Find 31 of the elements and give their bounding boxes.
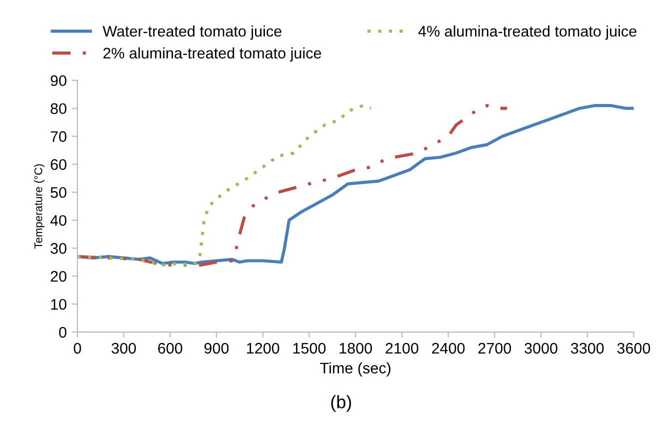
- line-series: [77, 104, 634, 266]
- y-tick-label: 80: [50, 103, 66, 114]
- x-tick-label: 300: [112, 342, 136, 354]
- x-tick-label: 900: [204, 342, 229, 354]
- x-tick-label: 600: [158, 342, 182, 354]
- x-axis-title: Time (sec): [320, 362, 390, 377]
- y-tick-label: 30: [50, 243, 66, 254]
- x-tick-label: 2400: [432, 342, 465, 354]
- x-tick-label: 1800: [340, 342, 372, 354]
- y-tick-label: 50: [50, 187, 66, 198]
- x-tick-label: 3600: [617, 342, 650, 354]
- x-tick-label: 1500: [293, 342, 326, 354]
- y-tick-label: 40: [50, 215, 66, 226]
- text: (b): [331, 395, 352, 412]
- line-series: [77, 104, 373, 266]
- y-tick-label: 10: [51, 298, 66, 310]
- x-tick-label: 3300: [570, 342, 604, 354]
- x-tick-label: 2700: [478, 342, 512, 354]
- legend-label: 2% alumina-treated tomato juice: [103, 47, 322, 62]
- x-tick-label: 1200: [247, 342, 280, 354]
- y-tick-label: 20: [50, 270, 66, 282]
- x-tick-label: 2100: [386, 342, 418, 354]
- y-tick-label: 60: [50, 159, 66, 170]
- legend-label: Water-treated tomato juice: [102, 25, 282, 40]
- legend-label: 4% alumina-treated tomato juice: [418, 25, 636, 40]
- x-tick-label: 0: [74, 342, 82, 354]
- y-axis-title: Temperature (°C): [34, 164, 44, 249]
- x-tick-label: 3000: [524, 342, 558, 354]
- y-tick-label: 0: [59, 326, 66, 338]
- y-tick-label: 90: [50, 75, 66, 86]
- y-tick-label: 70: [50, 131, 66, 142]
